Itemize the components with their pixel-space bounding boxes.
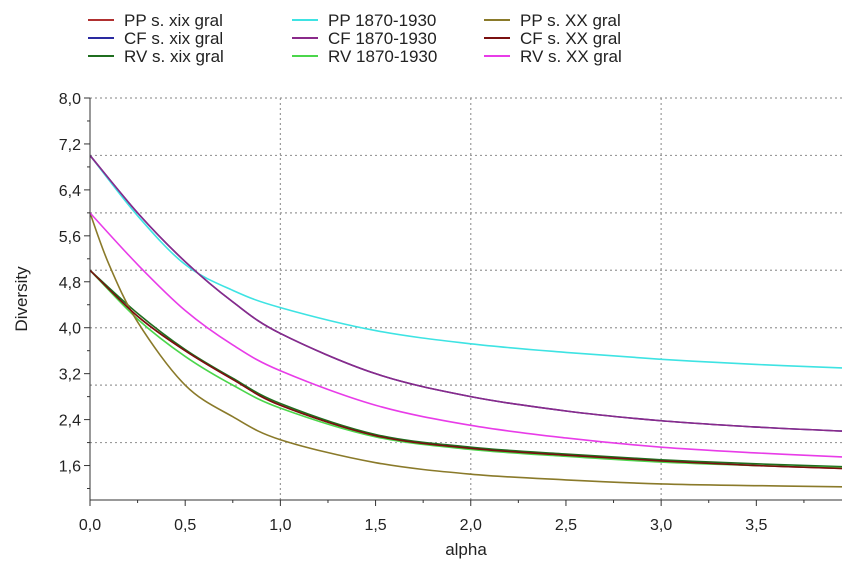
series-line-2 bbox=[89, 154, 843, 432]
x-tick-label: 1,5 bbox=[364, 517, 386, 534]
legend-label: CF s. XX gral bbox=[520, 29, 621, 48]
grid-lines bbox=[90, 97, 842, 500]
series-line-1 bbox=[89, 269, 843, 470]
x-tick-label: 0,0 bbox=[79, 517, 101, 534]
series-line-5 bbox=[89, 154, 843, 432]
series-line-8 bbox=[89, 269, 843, 470]
tick-marks-and-labels: 0,0 0,5 1,0 1,5 2,0 2,5 3,0 3,5 1,6 2,4 3,2 4,0 4,8 5… bbox=[59, 91, 805, 534]
y-tick-label: 8,0 bbox=[59, 91, 81, 108]
legend-label: PP s. xix gral bbox=[124, 11, 223, 30]
series-line-7 bbox=[89, 212, 843, 488]
legend-label: RV 1870-1930 bbox=[328, 47, 437, 66]
y-tick-label: 4,8 bbox=[59, 275, 81, 292]
y-tick-label: 6,4 bbox=[59, 183, 81, 200]
legend-label: CF 1870-1930 bbox=[328, 29, 437, 48]
x-tick-label: 0,5 bbox=[174, 517, 196, 534]
legend-label: RV s. XX gral bbox=[520, 47, 622, 66]
y-tick-label: 1,6 bbox=[59, 459, 81, 476]
legend-label: CF s. xix gral bbox=[124, 29, 223, 48]
legend-label: PP 1870-1930 bbox=[328, 11, 436, 30]
x-tick-label: 3,0 bbox=[650, 517, 672, 534]
x-tick-label: 1,0 bbox=[269, 517, 291, 534]
axes bbox=[89, 98, 842, 501]
series-line-6 bbox=[89, 269, 843, 469]
x-tick-label: 3,5 bbox=[745, 517, 767, 534]
legend-label: RV s. xix gral bbox=[124, 47, 224, 66]
y-axis-label: Diversity bbox=[12, 266, 31, 332]
x-tick-label: 2,0 bbox=[460, 517, 482, 534]
y-tick-label: 2,4 bbox=[59, 413, 81, 430]
series-line-9 bbox=[89, 212, 843, 458]
y-tick-label: 4,0 bbox=[59, 321, 81, 338]
series-lines bbox=[89, 154, 843, 488]
y-tick-label: 3,2 bbox=[59, 367, 81, 384]
y-tick-label: 7,2 bbox=[59, 137, 81, 154]
y-tick-label: 5,6 bbox=[59, 229, 81, 246]
series-line-4 bbox=[89, 154, 843, 369]
series-line-3 bbox=[89, 269, 843, 468]
legend-label: PP s. XX gral bbox=[520, 11, 621, 30]
x-axis-label: alpha bbox=[445, 540, 487, 559]
x-tick-label: 2,5 bbox=[555, 517, 577, 534]
